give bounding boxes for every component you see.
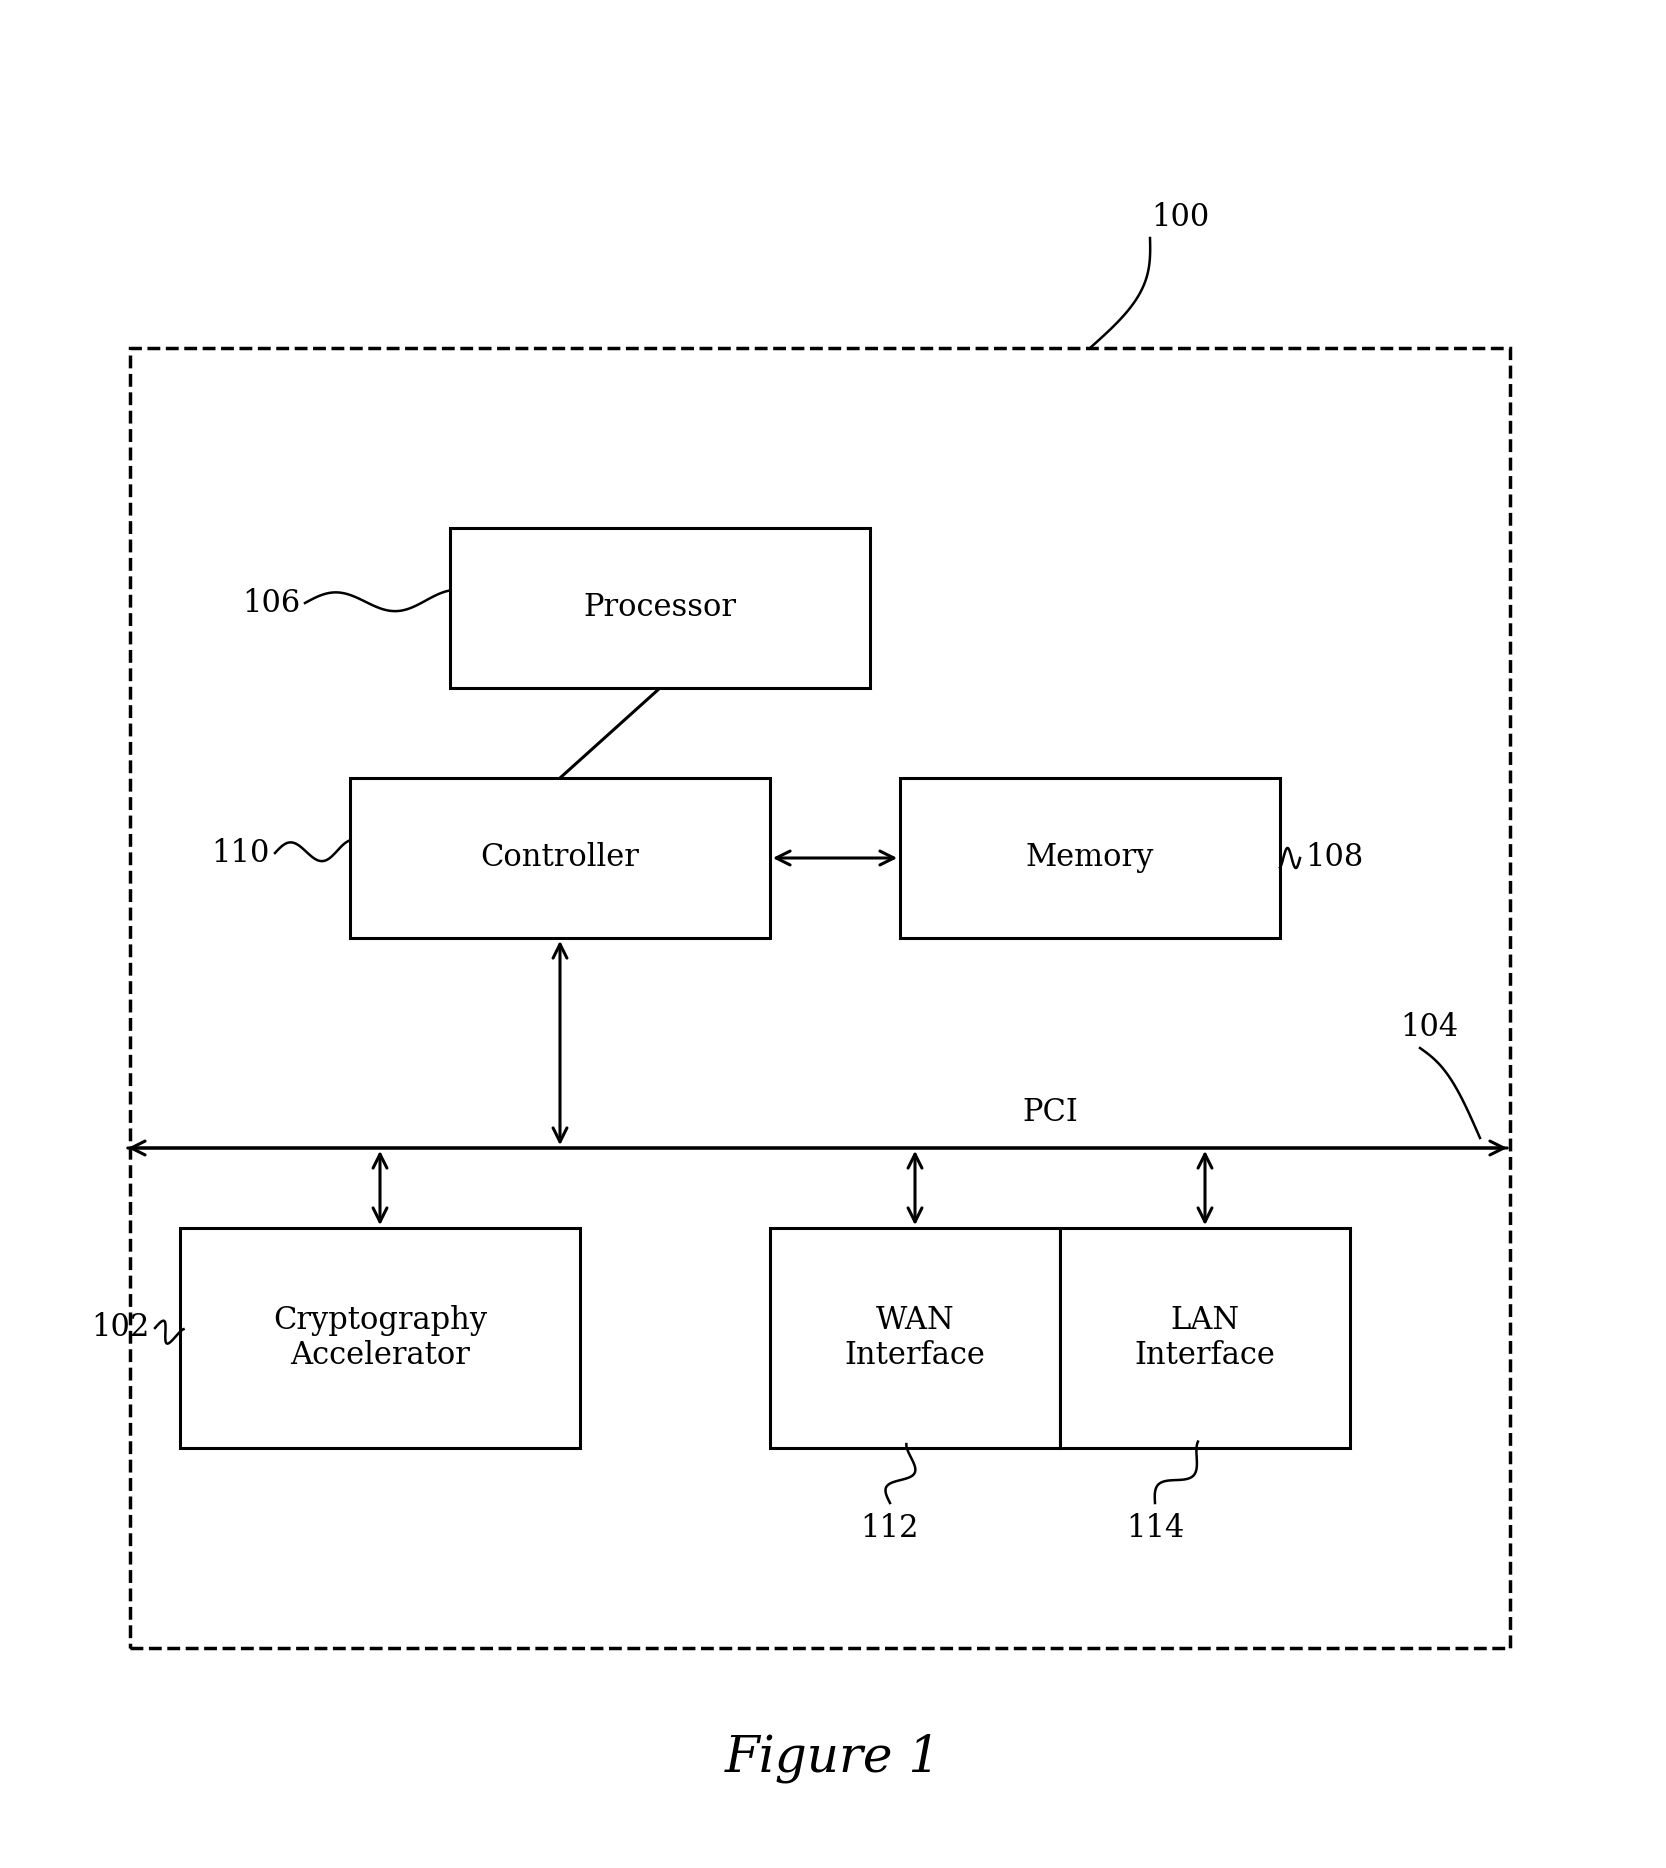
Bar bbox=[350, 777, 770, 938]
Text: 102: 102 bbox=[92, 1313, 150, 1343]
Text: 112: 112 bbox=[861, 1513, 920, 1545]
Text: Figure 1: Figure 1 bbox=[725, 1734, 941, 1782]
Text: WAN
Interface: WAN Interface bbox=[845, 1304, 985, 1371]
Bar bbox=[130, 347, 1509, 1648]
Bar bbox=[900, 777, 1279, 938]
Bar bbox=[180, 1227, 580, 1448]
Text: LAN
Interface: LAN Interface bbox=[1135, 1304, 1276, 1371]
Text: 110: 110 bbox=[212, 837, 270, 869]
Text: 106: 106 bbox=[242, 588, 300, 618]
Text: 114: 114 bbox=[1126, 1513, 1185, 1545]
Text: PCI: PCI bbox=[1023, 1097, 1078, 1128]
Bar bbox=[1060, 1227, 1349, 1448]
Text: 100: 100 bbox=[1151, 202, 1210, 234]
Bar bbox=[770, 1227, 1060, 1448]
Text: Cryptography
Accelerator: Cryptography Accelerator bbox=[273, 1304, 486, 1371]
Text: Controller: Controller bbox=[480, 842, 640, 874]
Text: Processor: Processor bbox=[583, 592, 736, 624]
Text: Memory: Memory bbox=[1026, 842, 1155, 874]
Text: 108: 108 bbox=[1304, 842, 1363, 874]
Text: 104: 104 bbox=[1399, 1012, 1458, 1042]
Bar bbox=[450, 529, 870, 687]
